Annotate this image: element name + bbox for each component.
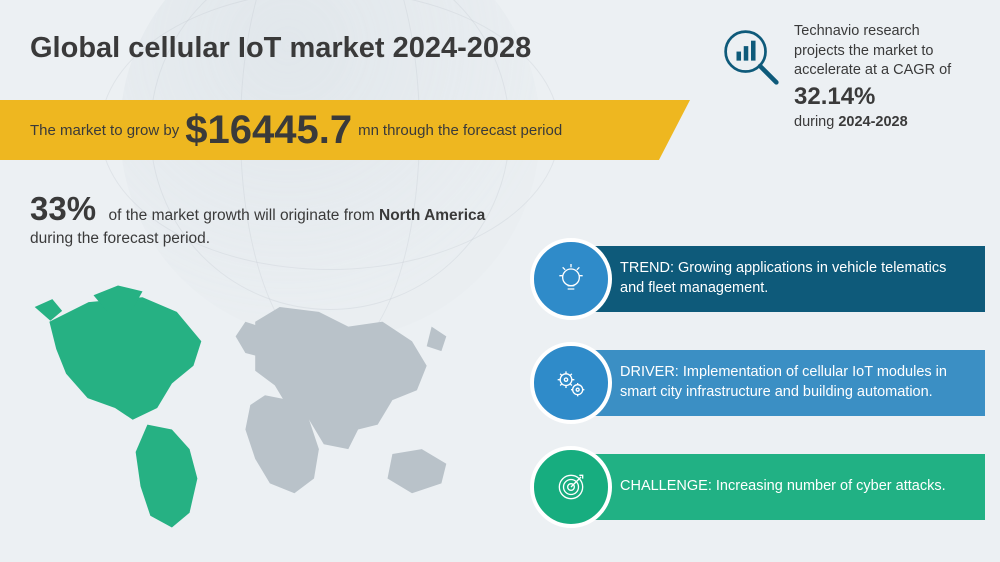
callout-driver: DRIVER: Implementation of cellular IoT m…	[530, 342, 982, 424]
origin-percent: 33%	[30, 190, 96, 228]
callout-driver-band: DRIVER: Implementation of cellular IoT m…	[565, 350, 985, 416]
callout-trend-band: TREND: Growing applications in vehicle t…	[565, 246, 985, 312]
callout-challenge: CHALLENGE: Increasing number of cyber at…	[530, 446, 982, 528]
magnifier-chart-icon	[722, 28, 780, 86]
callout-challenge-kind: CHALLENGE	[620, 478, 708, 494]
callout-challenge-band: CHALLENGE: Increasing number of cyber at…	[565, 454, 985, 520]
bulb-icon	[530, 238, 612, 320]
cagr-text: Technavio research projects the market t…	[794, 22, 972, 133]
band-unit: mn	[358, 122, 379, 139]
growth-value-band: The market to grow by $16445.7 mn throug…	[0, 100, 690, 160]
world-map	[20, 275, 510, 535]
cagr-lead: Technavio research projects the market t…	[794, 23, 951, 78]
callouts-column: TREND: Growing applications in vehicle t…	[530, 238, 982, 528]
cagr-years: 2024-2028	[838, 114, 907, 130]
band-trail-text: through the forecast period	[383, 122, 562, 139]
cagr-percent: 32.14%	[794, 83, 875, 110]
cagr-block: Technavio research projects the market t…	[722, 22, 972, 133]
band-value: $16445.7	[185, 108, 352, 153]
page-title: Global cellular IoT market 2024-2028	[30, 32, 531, 65]
origin-pre-text: of the market growth will originate from	[109, 207, 375, 224]
callout-trend: TREND: Growing applications in vehicle t…	[530, 238, 982, 320]
cagr-during: during	[794, 114, 834, 130]
target-icon	[530, 446, 612, 528]
origin-region: North America	[379, 207, 485, 224]
callout-trend-kind: TREND	[620, 260, 670, 276]
band-lead-text: The market to grow by	[30, 122, 179, 139]
callout-driver-kind: DRIVER	[620, 364, 675, 380]
gears-icon	[530, 342, 612, 424]
origin-post-text: during the forecast period.	[30, 230, 485, 248]
growth-origin-block: 33% of the market growth will originate …	[30, 190, 485, 248]
callout-challenge-text: Increasing number of cyber attacks.	[716, 478, 946, 494]
